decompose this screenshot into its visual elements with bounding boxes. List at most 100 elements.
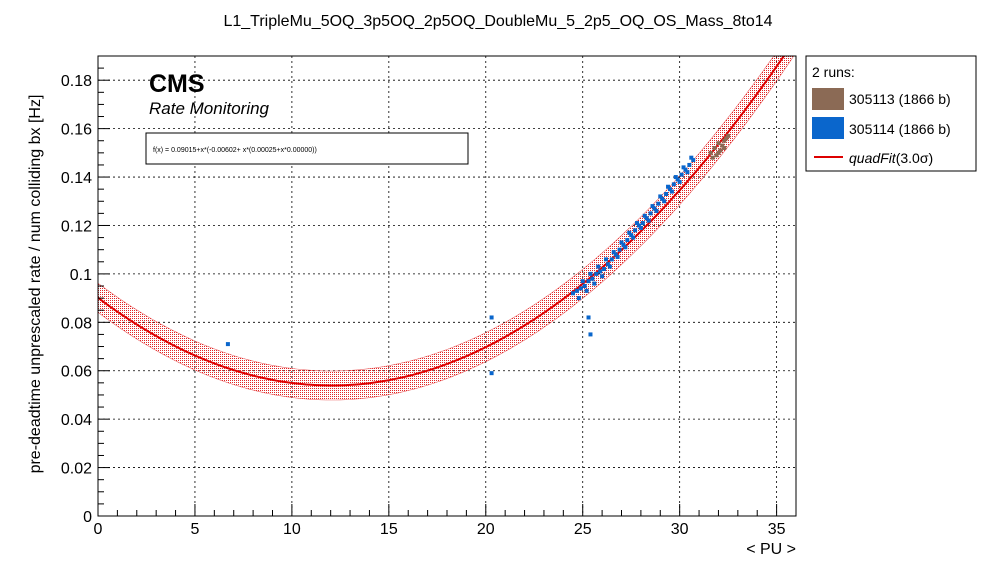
grid bbox=[98, 56, 796, 516]
point-s1-61 bbox=[650, 204, 655, 209]
point-s0-3 bbox=[718, 148, 723, 153]
point-s1-44 bbox=[631, 235, 636, 240]
x-tick-label-1: 5 bbox=[190, 521, 199, 538]
point-s1-56 bbox=[611, 250, 616, 255]
y-tick-label-7: 0.14 bbox=[61, 170, 92, 187]
point-s1-18 bbox=[621, 242, 626, 247]
point-s0-4 bbox=[722, 138, 727, 143]
point-s1-37 bbox=[576, 296, 581, 301]
legend: 2 runs: 305113 (1866 b) 305114 (1866 b) … bbox=[805, 55, 977, 172]
point-s1-31 bbox=[671, 182, 676, 187]
point-s1-4 bbox=[588, 332, 593, 337]
legend-label-quadfit: quadFit(3.0σ) bbox=[849, 150, 933, 166]
fit-formula: f(x) = 0.09015+x*(-0.00602+ x*(0.00025+x… bbox=[153, 147, 317, 154]
x-tick-label-0: 0 bbox=[94, 521, 103, 538]
point-s1-19 bbox=[625, 238, 630, 242]
point-s1-42 bbox=[615, 254, 620, 259]
point-s1-64 bbox=[673, 175, 678, 180]
point-s0-10 bbox=[716, 150, 721, 155]
cms-label: CMS bbox=[149, 70, 205, 98]
point-s1-13 bbox=[602, 267, 607, 272]
legend-swatch-305113 bbox=[812, 88, 844, 110]
point-s0-1 bbox=[712, 146, 717, 150]
point-s1-8 bbox=[582, 284, 587, 288]
point-s1-59 bbox=[635, 221, 640, 226]
point-s1-12 bbox=[598, 269, 603, 274]
legend-label-305114: 305114 (1866 b) bbox=[849, 121, 951, 137]
point-s1-15 bbox=[609, 257, 614, 262]
point-s1-41 bbox=[607, 264, 612, 269]
y-axis: 0 0.02 0.04 0.06 0.08 0.1 0.12 0.14 0.16 0.18 bbox=[61, 55, 110, 526]
data-points bbox=[225, 133, 731, 376]
point-s0-8 bbox=[710, 155, 715, 160]
point-s1-1 bbox=[489, 315, 494, 320]
x-tick-label-6: 30 bbox=[671, 521, 689, 538]
point-s0-2 bbox=[716, 141, 721, 146]
y-axis-label: pre-deadtime unprescaled rate / num coll… bbox=[27, 95, 44, 474]
point-s1-40 bbox=[600, 274, 605, 279]
point-s1-46 bbox=[646, 218, 651, 223]
x-tick-label-5: 25 bbox=[574, 521, 592, 538]
y-tick-label-0: 0 bbox=[83, 509, 92, 526]
x-axis: 0 5 10 15 20 25 30 35 bbox=[94, 504, 797, 538]
point-s1-51 bbox=[685, 170, 690, 175]
point-s1-39 bbox=[592, 281, 597, 286]
point-s1-9 bbox=[586, 279, 591, 284]
y-tick-label-1: 0.02 bbox=[61, 461, 92, 478]
point-s1-43 bbox=[623, 245, 628, 250]
point-s1-25 bbox=[648, 211, 653, 216]
point-s1-55 bbox=[603, 257, 608, 262]
point-s1-24 bbox=[644, 216, 649, 221]
legend-swatch-305114 bbox=[812, 117, 844, 139]
point-s1-26 bbox=[652, 206, 657, 211]
y-tick-label-5: 0.1 bbox=[70, 267, 92, 284]
point-s1-7 bbox=[578, 286, 583, 291]
point-s1-63 bbox=[666, 184, 671, 189]
point-s1-23 bbox=[640, 221, 645, 226]
point-s1-33 bbox=[679, 172, 684, 177]
point-s1-57 bbox=[619, 240, 624, 245]
cms-sublabel: Rate Monitoring bbox=[149, 99, 270, 118]
y-tick-label-4: 0.08 bbox=[61, 315, 92, 332]
point-s0-11 bbox=[722, 146, 727, 150]
point-s1-10 bbox=[590, 276, 595, 281]
point-s1-28 bbox=[660, 196, 665, 201]
point-s1-21 bbox=[633, 228, 638, 233]
point-s1-65 bbox=[681, 165, 686, 170]
x-tick-label-7: 35 bbox=[768, 521, 786, 538]
fit-formula-box bbox=[145, 132, 469, 165]
point-s0-0 bbox=[708, 150, 713, 155]
point-s1-36 bbox=[691, 158, 696, 163]
point-s1-11 bbox=[594, 271, 599, 276]
y-tick-label-8: 0.16 bbox=[61, 122, 92, 139]
x-tick-label-2: 10 bbox=[283, 521, 301, 538]
point-s1-17 bbox=[617, 247, 622, 252]
x-axis-label: < PU > bbox=[746, 541, 796, 558]
point-s1-66 bbox=[689, 155, 694, 160]
point-s1-20 bbox=[629, 233, 634, 238]
point-s1-49 bbox=[669, 189, 674, 194]
point-s1-48 bbox=[662, 199, 667, 204]
legend-quadfit-suffix: (3.0σ) bbox=[896, 150, 933, 166]
point-s1-34 bbox=[683, 167, 688, 172]
point-s1-38 bbox=[584, 288, 589, 293]
point-s1-16 bbox=[613, 252, 618, 257]
point-s1-53 bbox=[588, 271, 593, 276]
point-s1-50 bbox=[677, 179, 682, 184]
point-s1-29 bbox=[664, 192, 669, 196]
point-s1-54 bbox=[596, 264, 601, 269]
legend-quadfit-name: quadFit bbox=[849, 150, 897, 166]
y-tick-label-6: 0.12 bbox=[61, 218, 92, 235]
point-s1-45 bbox=[638, 225, 643, 230]
point-s1-27 bbox=[656, 201, 661, 206]
point-s1-5 bbox=[571, 291, 576, 296]
y-tick-label-3: 0.06 bbox=[61, 364, 92, 381]
point-s1-35 bbox=[687, 162, 692, 167]
legend-header: 2 runs: bbox=[812, 64, 855, 80]
legend-box bbox=[805, 55, 977, 172]
point-s1-30 bbox=[667, 187, 672, 192]
point-s0-6 bbox=[720, 143, 725, 148]
plot-frame bbox=[97, 55, 797, 517]
